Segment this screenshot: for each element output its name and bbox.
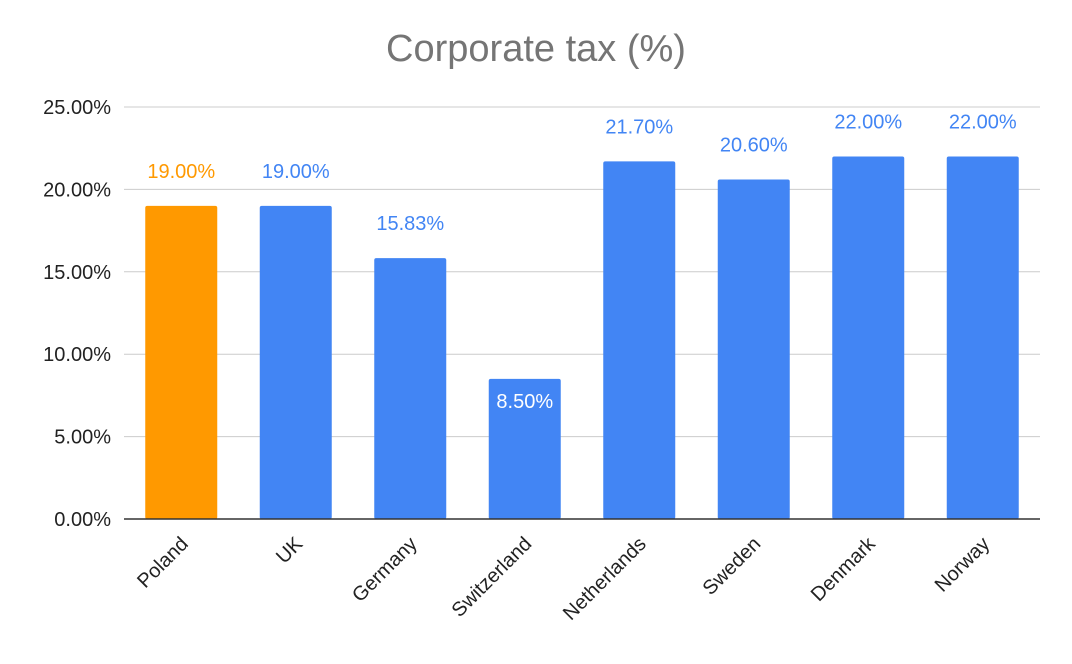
- bar-germany: [374, 258, 447, 519]
- bar-uk: [259, 205, 332, 519]
- bar-poland: [145, 205, 218, 519]
- x-category-label: Poland: [133, 533, 193, 593]
- data-label: 19.00%: [147, 161, 215, 183]
- bar-denmark: [832, 156, 905, 519]
- x-category-label: Netherlands: [559, 533, 651, 625]
- chart-title: Corporate tax (%): [386, 28, 686, 70]
- y-tick-label: 25.00%: [43, 97, 111, 119]
- data-labels: 19.00% 19.00% 15.83% 8.50% 21.70% 20.60% 22.00…: [147, 111, 1017, 412]
- y-tick-label: 15.00%: [43, 262, 111, 284]
- x-category-label: Denmark: [807, 532, 881, 606]
- data-label: 19.00%: [262, 161, 330, 183]
- data-label: 15.83%: [376, 213, 444, 235]
- y-tick-label: 5.00%: [54, 427, 111, 449]
- x-category-label: Norway: [931, 533, 994, 596]
- data-label: 22.00%: [949, 111, 1017, 133]
- y-tick-label: 0.00%: [54, 509, 111, 531]
- x-category-label: UK: [272, 533, 308, 569]
- bar-sweden: [717, 179, 790, 519]
- x-axis-category-labels: Poland UK Germany Switzerland Netherlands Swe…: [133, 532, 994, 625]
- x-category-label: Germany: [348, 533, 422, 607]
- data-label: 8.50%: [496, 391, 553, 413]
- x-category-label: Sweden: [699, 533, 766, 600]
- y-tick-label: 20.00%: [43, 179, 111, 201]
- y-tick-label: 10.00%: [43, 344, 111, 366]
- data-label: 20.60%: [720, 135, 788, 157]
- bars: [145, 156, 1019, 519]
- data-label: 22.00%: [834, 111, 902, 133]
- bar-netherlands: [603, 161, 676, 519]
- bar-switzerland: [488, 378, 561, 519]
- data-label: 21.70%: [605, 116, 673, 138]
- y-axis-tick-labels: 0.00% 5.00% 10.00% 15.00% 20.00% 25.00%: [43, 97, 111, 531]
- x-category-label: Switzerland: [448, 533, 537, 622]
- bar-norway: [946, 156, 1019, 519]
